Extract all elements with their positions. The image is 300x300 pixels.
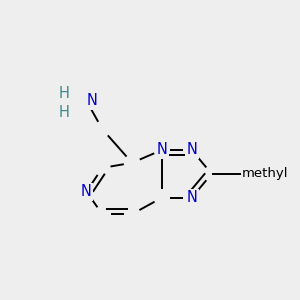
Text: N: N [86, 93, 97, 108]
Text: N: N [81, 184, 92, 199]
Text: H: H [59, 86, 70, 101]
Text: methyl: methyl [242, 167, 288, 180]
Text: N: N [186, 190, 197, 205]
Text: N: N [186, 142, 197, 158]
Text: N: N [157, 142, 167, 158]
Text: H: H [59, 105, 70, 120]
